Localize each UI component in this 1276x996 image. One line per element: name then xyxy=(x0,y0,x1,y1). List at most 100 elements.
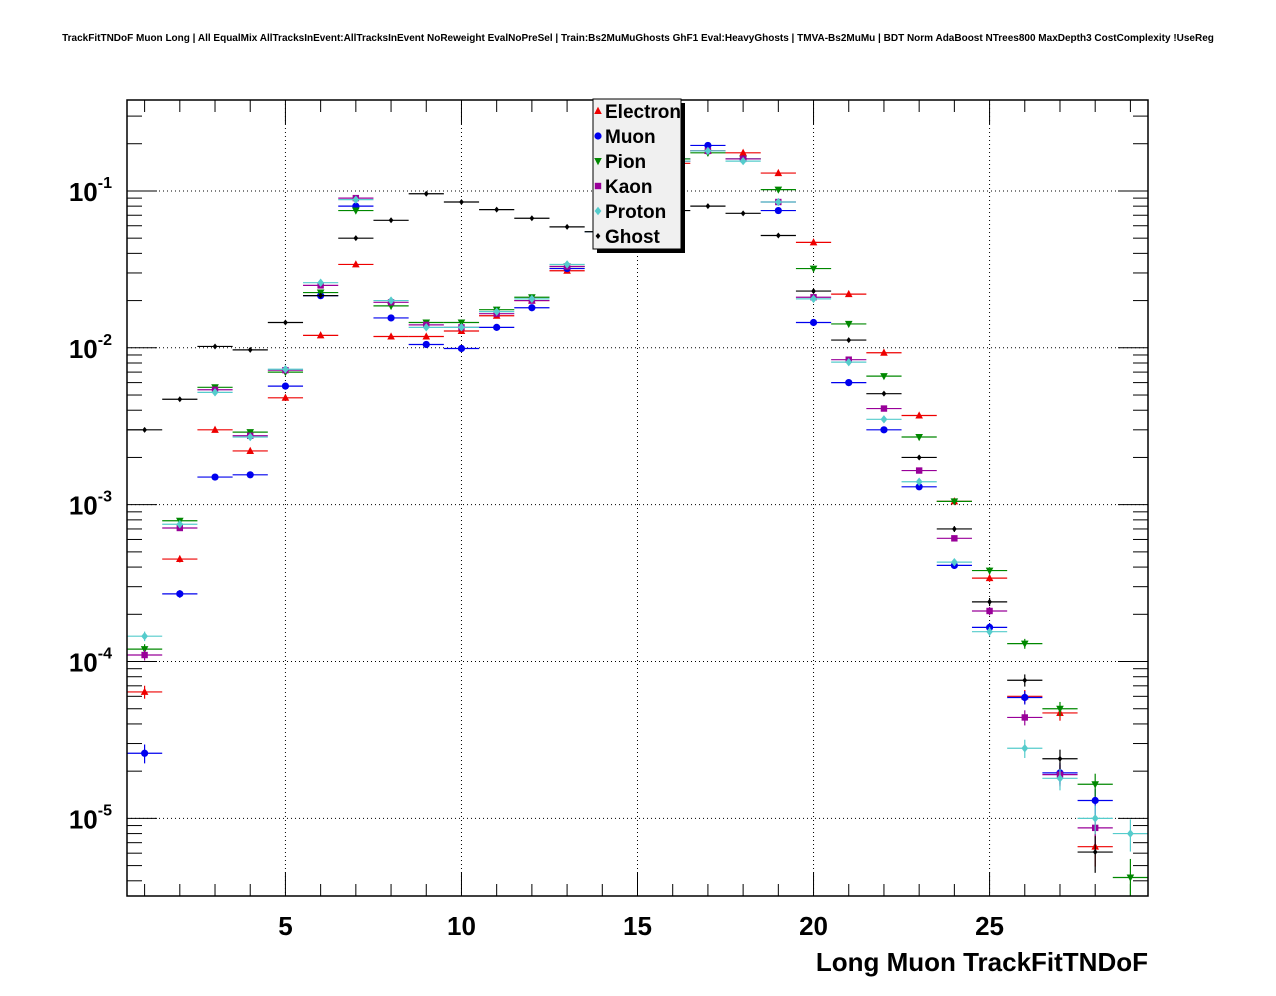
marker xyxy=(247,346,253,353)
marker xyxy=(387,332,395,340)
legend-entry-kaon: Kaon xyxy=(594,177,653,198)
marker xyxy=(353,235,359,242)
marker xyxy=(774,197,782,207)
data-point xyxy=(690,141,726,150)
data-point xyxy=(831,337,867,344)
marker xyxy=(915,467,923,474)
y-tick-exponent: -2 xyxy=(98,332,112,349)
data-point xyxy=(127,649,163,661)
legend-label: Ghost xyxy=(605,227,661,248)
data-point xyxy=(338,195,374,204)
marker xyxy=(915,483,923,491)
data-point xyxy=(866,390,902,397)
y-tick-base: 10 xyxy=(69,334,98,364)
x-tick-labels: 5 10 15 20 25 xyxy=(278,911,1004,941)
data-point xyxy=(866,373,902,381)
marker xyxy=(459,199,464,206)
marker xyxy=(352,260,360,268)
data-point xyxy=(1077,805,1113,835)
data-point xyxy=(971,573,1008,582)
marker xyxy=(1020,640,1029,648)
y-tick-base: 10 xyxy=(69,177,98,207)
data-point xyxy=(901,454,937,461)
marker xyxy=(950,498,959,506)
data-point xyxy=(971,567,1008,575)
marker xyxy=(809,265,818,273)
marker xyxy=(387,314,395,322)
data-point xyxy=(162,590,198,598)
marker xyxy=(494,206,500,213)
data-point xyxy=(162,554,198,563)
data-point xyxy=(936,498,972,506)
data-point xyxy=(760,197,796,207)
legend-label: Electron xyxy=(605,102,681,123)
data-point xyxy=(162,520,198,529)
data-point xyxy=(901,433,937,442)
legend-entry-pion: Pion xyxy=(594,152,646,173)
data-point xyxy=(831,357,867,367)
marker xyxy=(388,217,394,224)
marker xyxy=(176,554,184,563)
marker xyxy=(1126,874,1135,882)
marker xyxy=(564,223,570,230)
data-point xyxy=(127,631,163,642)
legend-marker xyxy=(594,206,602,216)
marker xyxy=(844,289,853,298)
data-point xyxy=(267,319,304,326)
data-point xyxy=(936,535,972,542)
marker xyxy=(809,238,818,246)
marker xyxy=(1021,744,1029,753)
legend-marker xyxy=(594,182,602,190)
legend-label: Kaon xyxy=(605,177,653,198)
marker xyxy=(916,454,922,461)
legend-entry-ghost: Ghost xyxy=(595,227,661,248)
legend-entry-muon: Muon xyxy=(594,127,656,148)
data-point xyxy=(690,146,726,156)
data-point xyxy=(795,238,832,246)
data-point xyxy=(267,382,304,390)
data-point xyxy=(373,296,409,305)
marker xyxy=(283,319,288,326)
data-point xyxy=(725,210,761,217)
marker xyxy=(811,288,816,295)
marker xyxy=(387,296,395,305)
marker xyxy=(1057,755,1063,762)
marker xyxy=(282,365,289,374)
data-point xyxy=(373,332,409,340)
data-point xyxy=(408,340,444,349)
marker xyxy=(985,573,994,582)
legend-box xyxy=(592,98,682,250)
x-tick-label: 20 xyxy=(799,911,828,941)
x-tick-label: 25 xyxy=(975,911,1004,941)
axis-ticks xyxy=(127,100,1148,896)
marker xyxy=(915,411,923,419)
marker xyxy=(457,319,466,327)
data-point xyxy=(232,432,268,442)
data-point xyxy=(127,744,163,764)
marker xyxy=(422,332,431,340)
data-point xyxy=(690,203,726,210)
marker xyxy=(951,525,957,532)
marker xyxy=(281,393,290,401)
marker xyxy=(880,405,888,412)
y-tick-exponent: -3 xyxy=(98,489,112,506)
data-point xyxy=(514,294,550,304)
data-point xyxy=(901,477,937,486)
marker xyxy=(142,426,148,433)
data-point xyxy=(1077,836,1113,873)
data-point xyxy=(971,606,1008,616)
data-point xyxy=(338,235,374,242)
data-point xyxy=(831,320,867,329)
data-point xyxy=(760,168,796,177)
data-point xyxy=(901,411,937,419)
marker xyxy=(422,340,430,349)
data-point xyxy=(971,627,1008,637)
data-point xyxy=(760,232,796,239)
data-point xyxy=(197,343,233,350)
legend-label: Pion xyxy=(605,152,646,173)
data-point xyxy=(338,260,374,268)
legend-label: Proton xyxy=(605,202,666,223)
data-point xyxy=(479,206,515,213)
y-tick-exponent: -4 xyxy=(98,646,112,663)
data-point xyxy=(443,344,480,353)
